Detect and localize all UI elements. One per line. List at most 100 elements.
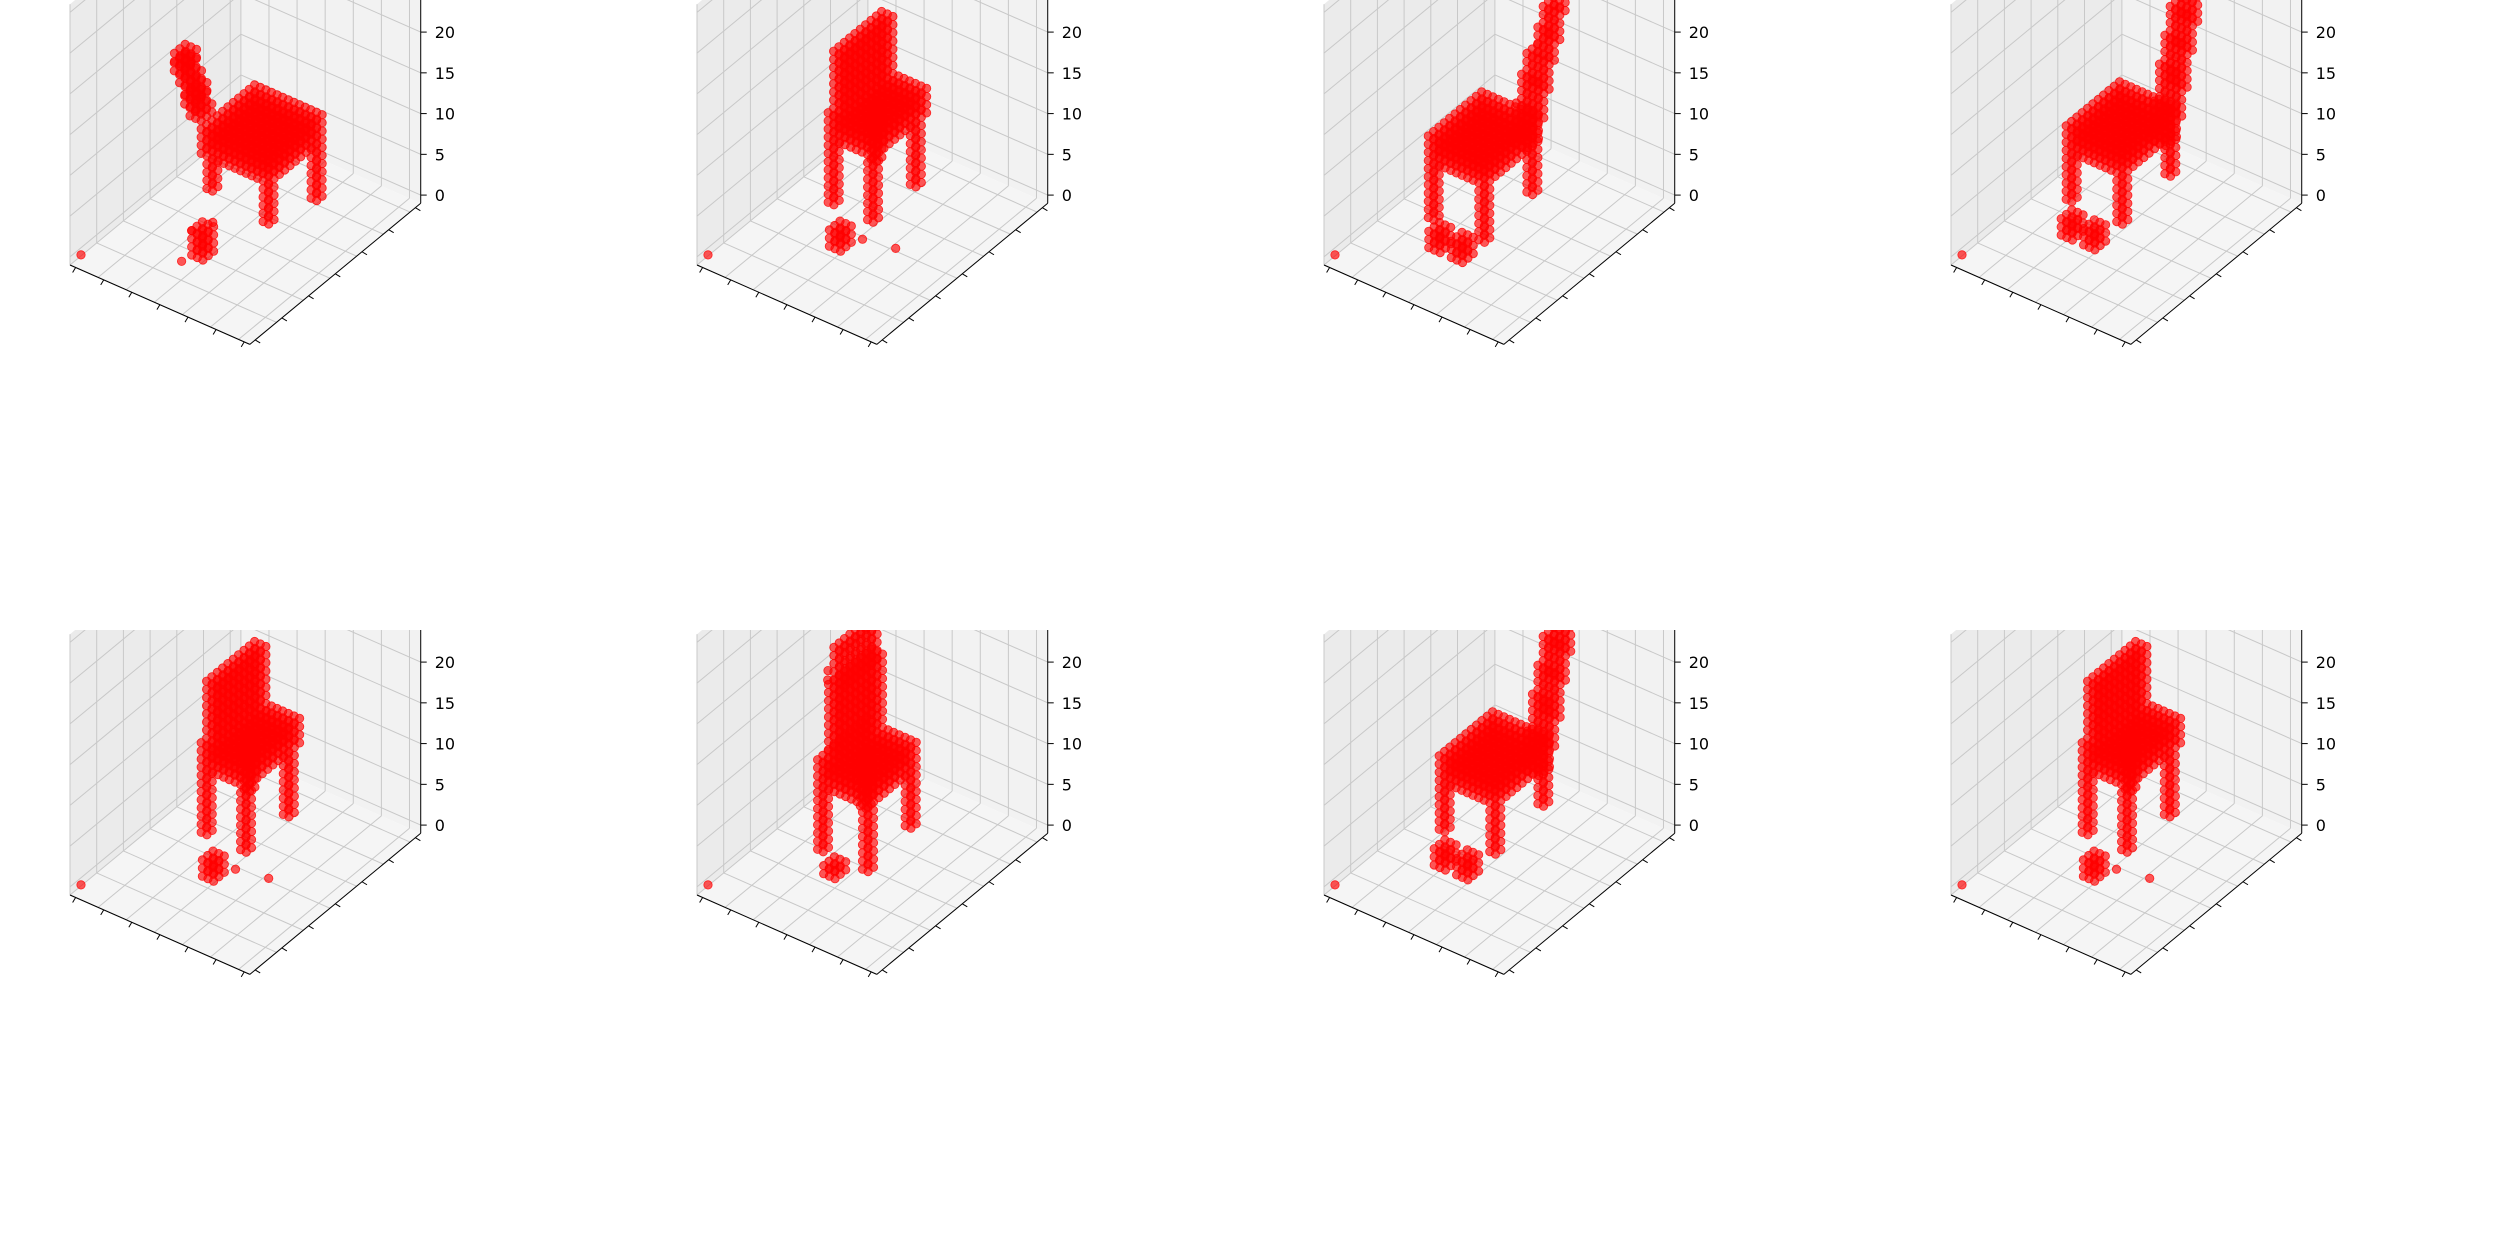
scatter-point: [1331, 251, 1339, 259]
scatter-point: [1534, 86, 1542, 94]
axes3d-1: 051015202530: [0, 0, 626, 630]
x-tick: [2066, 317, 2069, 322]
scatter-point: [1430, 200, 1438, 208]
scatter-point: [830, 193, 838, 201]
scatter-point: [209, 861, 217, 869]
y-tick: [909, 948, 914, 951]
scatter-point: [830, 152, 838, 160]
x-tick: [840, 329, 843, 334]
scatter3d-panel-2: 051015202530: [627, 0, 1253, 630]
z-tick-label: 10: [1062, 105, 1082, 124]
z-tick-label: 5: [1062, 145, 1072, 164]
scatter-point: [892, 244, 900, 252]
scatter-point: [214, 682, 222, 690]
scatter-point: [1480, 206, 1488, 214]
z-tick-label: 5: [2316, 145, 2326, 164]
z-tick-label: 0: [2316, 186, 2326, 205]
scatter-point: [242, 848, 250, 856]
scatter-point: [242, 824, 250, 832]
z-tick-label: 20: [1062, 653, 1082, 672]
x-tick: [728, 910, 731, 915]
scatter-point: [242, 832, 250, 840]
scatter-point: [285, 780, 293, 788]
x-tick: [756, 922, 759, 927]
scatter-point: [2068, 181, 2076, 189]
scatter-point: [1524, 135, 1532, 143]
scatter-point: [2167, 104, 2175, 112]
scatter-point: [841, 60, 849, 68]
scatter-point: [209, 869, 217, 877]
scatter-point: [177, 257, 185, 265]
scatter-point: [2167, 121, 2175, 129]
scatter-point: [2178, 55, 2186, 63]
y-tick: [1042, 208, 1047, 211]
z-tick-label: 25: [1689, 0, 1709, 1]
scatter-point: [2183, 18, 2191, 26]
scatter-point: [2172, 76, 2180, 84]
scatter-point: [214, 715, 222, 723]
scatter-point: [2091, 229, 2099, 237]
scatter-point: [912, 183, 920, 191]
scatter-point: [1545, 36, 1553, 44]
scatter-point: [208, 187, 216, 195]
x-tick: [241, 972, 244, 977]
x-tick: [129, 292, 132, 297]
scatter-point: [2068, 165, 2076, 173]
y-tick: [389, 230, 394, 233]
scatter-point: [77, 251, 85, 259]
scatter-point: [203, 790, 211, 798]
y-tick: [2163, 318, 2168, 321]
scatter-point: [2178, 38, 2186, 46]
scatter-point: [1545, 44, 1553, 52]
scatter-point: [199, 248, 207, 256]
scatter-point: [2172, 84, 2180, 92]
x-tick: [101, 280, 104, 285]
scatter-point: [192, 105, 200, 113]
scatter-point: [869, 128, 877, 136]
scatter3d-panel-1: 051015202530: [0, 0, 626, 630]
y-tick: [335, 274, 340, 277]
scatter-point: [869, 161, 877, 169]
scatter-point: [285, 764, 293, 772]
z-tick-label: 15: [435, 694, 455, 713]
scatter-point: [203, 806, 211, 814]
scatter-point: [1480, 173, 1488, 181]
scatter-point: [2162, 141, 2170, 149]
scatter-point: [2068, 198, 2076, 206]
scatter-point: [912, 158, 920, 166]
x-tick: [784, 305, 787, 310]
scatter-point: [912, 134, 920, 142]
scatter-point: [841, 101, 849, 109]
y-tick: [2270, 230, 2275, 233]
scatter-point: [2166, 164, 2174, 172]
z-tick-label: 15: [1062, 694, 1082, 713]
scatter-point: [1480, 238, 1488, 246]
x-tick: [2010, 292, 2013, 297]
scatter-point: [214, 690, 222, 698]
x-tick: [129, 922, 132, 927]
scatter-point: [313, 196, 321, 204]
scatter-point: [197, 117, 205, 125]
scatter-point: [869, 185, 877, 193]
scatter-point: [2091, 238, 2099, 246]
z-tick-label: 20: [435, 653, 455, 672]
axes3d-4: 051015202530: [1881, 0, 2507, 630]
scatter-point: [841, 85, 849, 93]
scatter-point: [858, 235, 866, 243]
y-tick: [282, 948, 287, 951]
scatter-point: [2068, 220, 2076, 228]
scatter-point: [2118, 179, 2126, 187]
scatter-point: [2118, 187, 2126, 195]
y-tick: [1563, 296, 1568, 299]
scatter-point: [265, 220, 273, 228]
z-tick-label: 5: [1062, 775, 1072, 794]
scatter-point: [1524, 143, 1532, 151]
x-tick: [1439, 317, 1442, 322]
scatter-point: [285, 813, 293, 821]
y-tick: [936, 296, 941, 299]
y-tick: [909, 318, 914, 321]
scatter-point: [1458, 258, 1466, 266]
scatter-point: [1480, 214, 1488, 222]
scatter-point: [265, 204, 273, 212]
axes3d-5: 051015202530: [0, 630, 626, 1260]
